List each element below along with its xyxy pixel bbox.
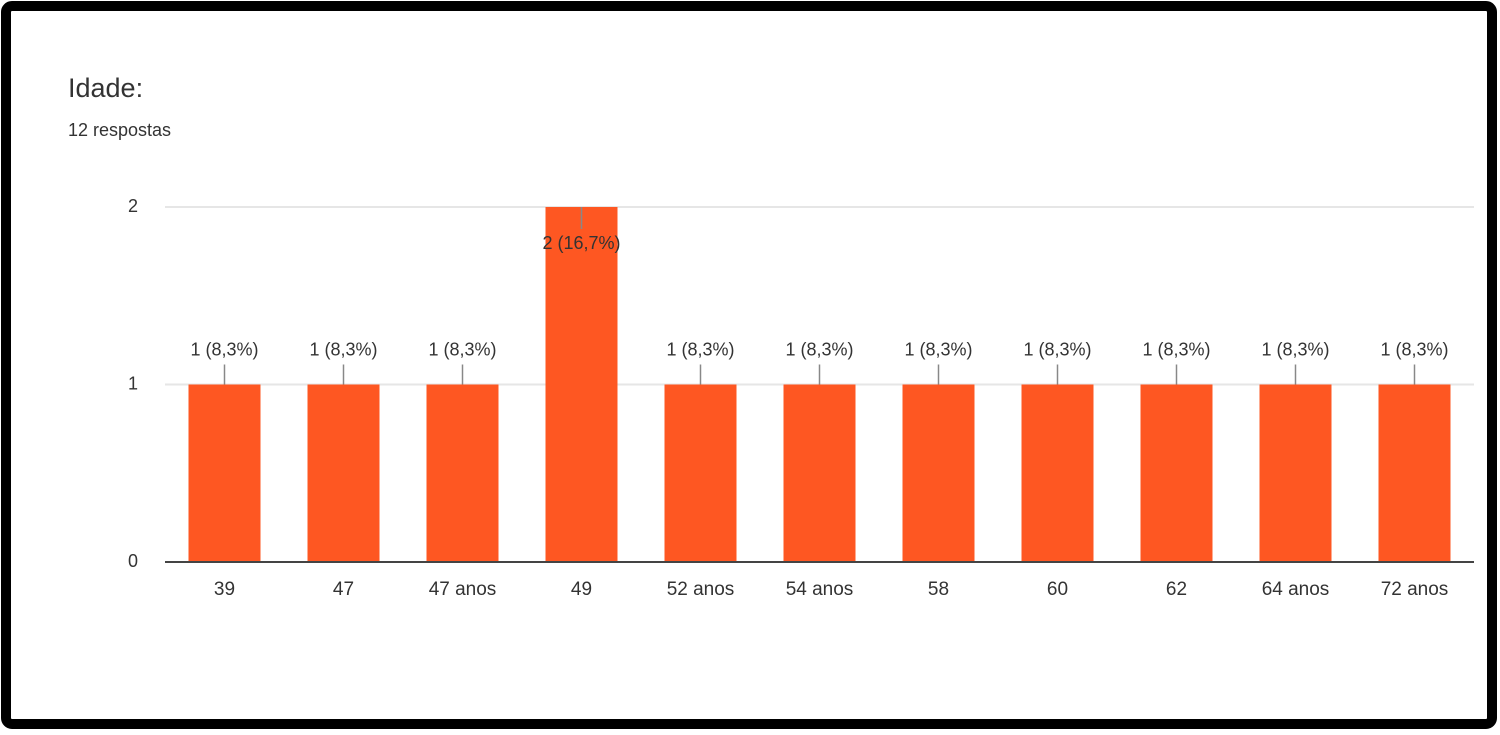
value-label: 1 (8,3%): [1261, 339, 1329, 359]
bar: [307, 384, 380, 562]
x-tick-label: 62: [1166, 579, 1187, 600]
value-label: 1 (8,3%): [904, 339, 972, 359]
x-tick-label: 52 anos: [667, 579, 735, 600]
value-label: 1 (8,3%): [428, 339, 496, 359]
bar: [188, 384, 261, 562]
bar: [783, 384, 856, 562]
value-label: 1 (8,3%): [1380, 339, 1448, 359]
x-tick-label: 58: [928, 579, 949, 600]
bar: [1259, 384, 1332, 562]
value-label: 1 (8,3%): [309, 339, 377, 359]
x-tick-label: 72 anos: [1381, 579, 1449, 600]
x-tick-label: 60: [1047, 579, 1068, 600]
value-label: 1 (8,3%): [1023, 339, 1091, 359]
bar: [426, 384, 499, 562]
value-label: 2 (16,7%): [542, 233, 620, 253]
x-tick-label: 64 anos: [1262, 579, 1330, 600]
value-label: 1 (8,3%): [666, 339, 734, 359]
y-tick-label: 0: [128, 551, 138, 571]
y-tick-label: 2: [128, 196, 138, 216]
bar: [545, 207, 618, 562]
value-label: 1 (8,3%): [190, 339, 258, 359]
bar: [902, 384, 975, 562]
x-tick-label: 49: [571, 579, 592, 600]
value-label: 1 (8,3%): [785, 339, 853, 359]
y-tick-label: 1: [128, 373, 138, 393]
x-tick-label: 54 anos: [786, 579, 854, 600]
bar: [1021, 384, 1094, 562]
chart-subtitle: 12 respostas: [68, 120, 171, 140]
bar: [1378, 384, 1451, 562]
value-label: 1 (8,3%): [1142, 339, 1210, 359]
x-tick-label: 39: [214, 579, 235, 600]
bar: [1140, 384, 1213, 562]
bar: [664, 384, 737, 562]
x-tick-label: 47 anos: [429, 579, 497, 600]
chart-title: Idade:: [68, 73, 143, 103]
x-tick-label: 47: [333, 579, 354, 600]
